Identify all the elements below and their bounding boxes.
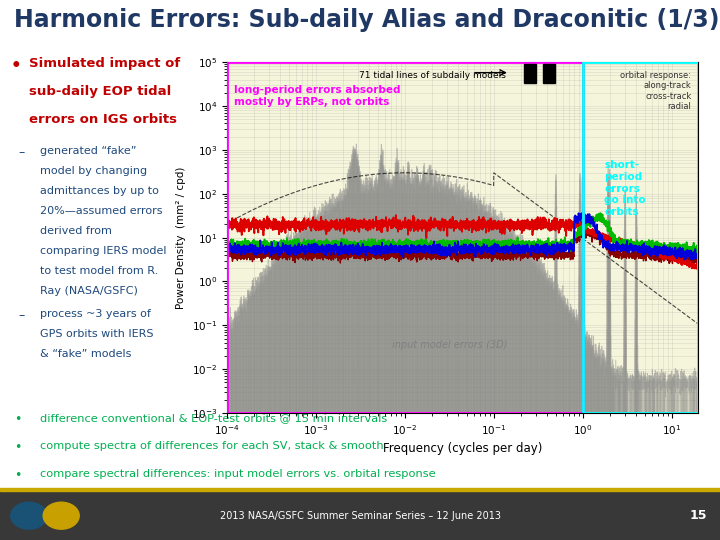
Circle shape [11, 502, 47, 529]
Text: admittances by up to: admittances by up to [40, 186, 158, 197]
Text: Harmonic Errors: Sub-daily Alias and Draconitic (1/3): Harmonic Errors: Sub-daily Alias and Dra… [14, 8, 720, 32]
Text: Ray (NASA/GSFC): Ray (NASA/GSFC) [40, 286, 138, 296]
Text: compute spectra of differences for each SV, stack & smooth: compute spectra of differences for each … [40, 441, 383, 451]
Text: input model errors (3D): input model errors (3D) [392, 340, 507, 350]
Text: to test model from R.: to test model from R. [40, 266, 158, 276]
Bar [0, 491, 720, 540]
Text: model by changing: model by changing [40, 166, 147, 177]
Text: derived from: derived from [40, 226, 112, 237]
X-axis label: Frequency (cycles per day): Frequency (cycles per day) [383, 442, 542, 455]
Bar [0, 488, 720, 491]
Bar [227, 62, 582, 413]
Text: orbital response:
along-track
cross-track
radial: orbital response: along-track cross-trac… [621, 71, 691, 111]
Text: generated “fake”: generated “fake” [40, 146, 136, 157]
Text: Simulated impact of: Simulated impact of [29, 57, 180, 70]
Text: errors on IGS orbits: errors on IGS orbits [29, 113, 177, 126]
Text: •: • [14, 441, 22, 454]
Text: 20%—assumed errors: 20%—assumed errors [40, 206, 162, 217]
Text: •: • [11, 57, 22, 75]
Bar [543, 64, 554, 83]
Text: difference conventional & EOP-test orbits @ 15 min intervals: difference conventional & EOP-test orbit… [40, 413, 387, 423]
Text: compare spectral differences: input model errors vs. orbital response: compare spectral differences: input mode… [40, 469, 435, 480]
Text: 15: 15 [690, 509, 707, 522]
Text: –: – [18, 309, 24, 322]
Circle shape [43, 502, 79, 529]
Text: •: • [14, 469, 22, 482]
Text: •: • [14, 413, 22, 426]
Text: sub-daily EOP tidal: sub-daily EOP tidal [29, 85, 171, 98]
Text: short-
period
errors
go into
orbits: short- period errors go into orbits [604, 160, 646, 217]
Text: process ~3 years of: process ~3 years of [40, 309, 150, 319]
Y-axis label: Power Density  (mm² / cpd): Power Density (mm² / cpd) [176, 166, 186, 309]
Text: 71 tidal lines of subdaily models: 71 tidal lines of subdaily models [359, 71, 505, 80]
Text: comparing IERS model: comparing IERS model [40, 246, 166, 256]
Text: GPS orbits with IERS: GPS orbits with IERS [40, 329, 153, 339]
Text: long-period errors absorbed
mostly by ERPs, not orbits: long-period errors absorbed mostly by ER… [234, 85, 400, 106]
Text: & “fake” models: & “fake” models [40, 349, 131, 359]
Text: –: – [18, 146, 24, 159]
Text: 2013 NASA/GSFC Summer Seminar Series – 12 June 2013: 2013 NASA/GSFC Summer Seminar Series – 1… [220, 511, 500, 521]
Bar [524, 64, 536, 83]
